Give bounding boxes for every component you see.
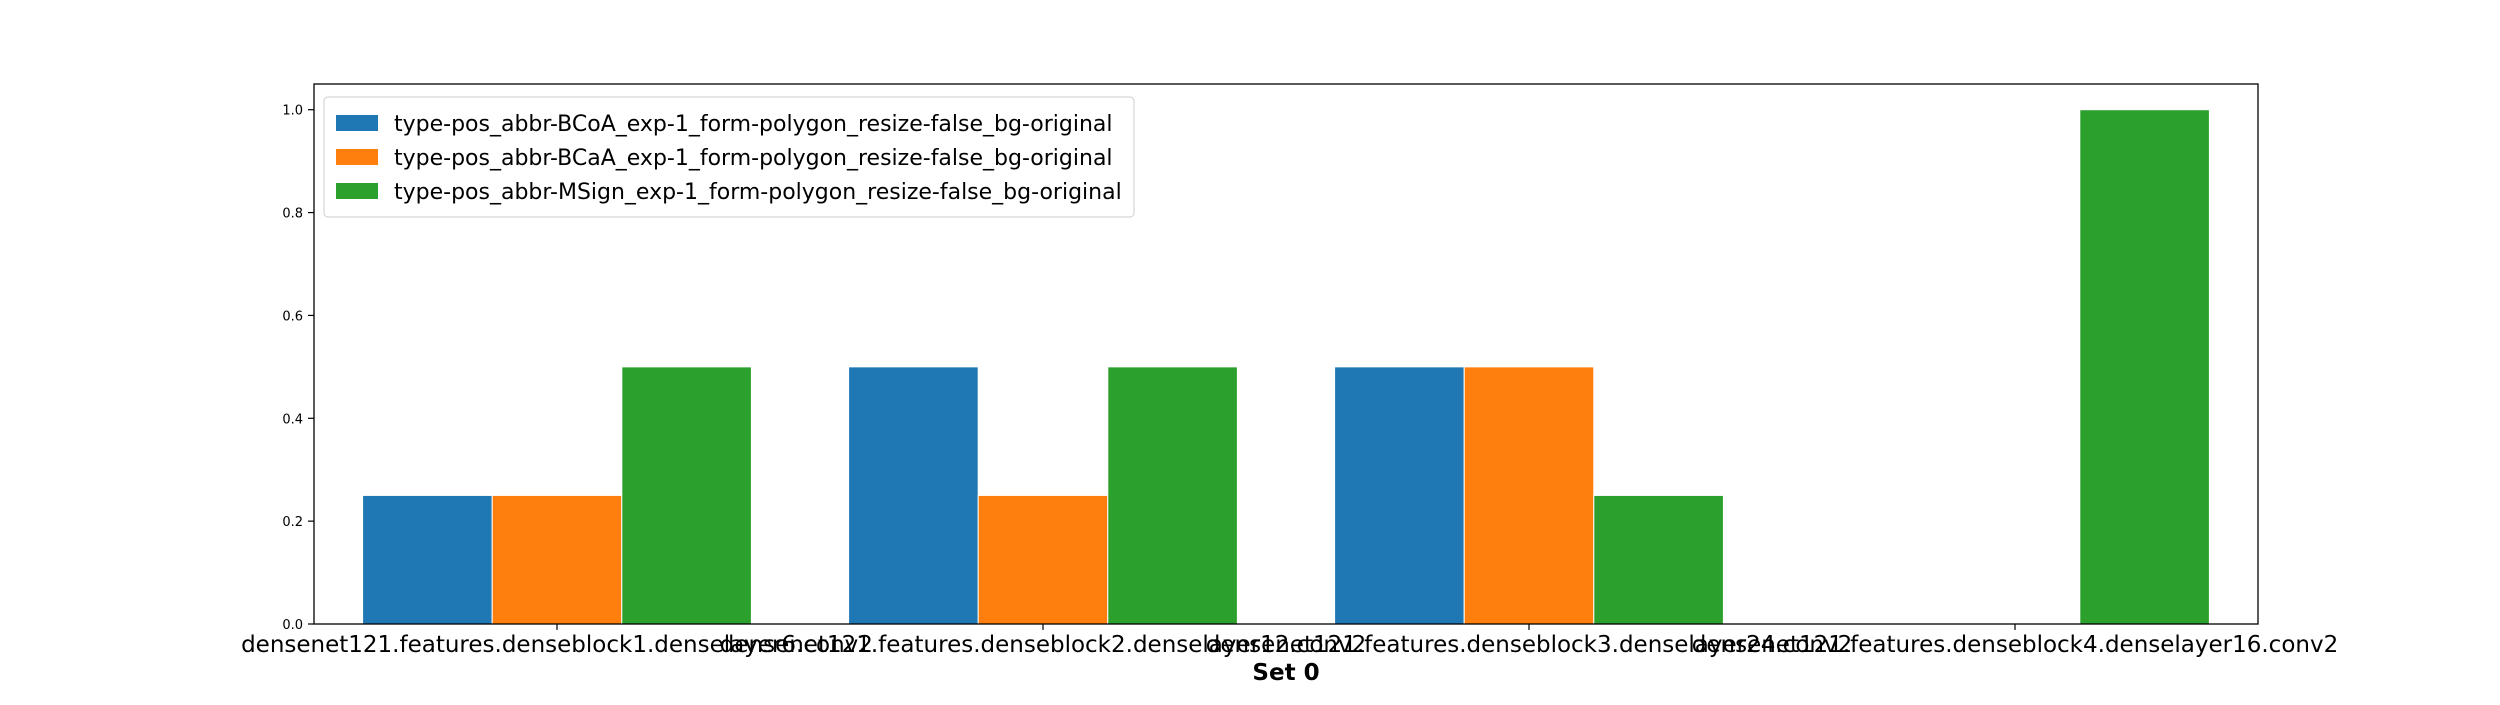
bar-series-3-category-3 [1593,494,1724,625]
bar-series-1-category-2 [848,366,979,625]
y-tick-label: 1.0 [282,104,303,119]
legend-box [323,96,1135,218]
y-tick-label: 0.6 [282,309,303,324]
legend-label: type-pos_abbr-BCoA_exp-1_form-polygon_re… [394,112,1113,137]
bar-series-1-category-1 [362,494,493,625]
bar-series-3-category-2 [1107,366,1238,625]
bar-series-1-category-3 [1334,366,1465,625]
bars-layer [362,109,2210,625]
bar-series-3-category-1 [621,366,752,625]
legend-label: type-pos_abbr-MSign_exp-1_form-polygon_r… [394,180,1122,205]
bar-series-3-category-4 [2079,109,2210,625]
bar-series-2-category-1 [491,494,623,625]
x-tick-label: densenet121.features.denseblock1.densela… [241,632,873,658]
legend-swatch [336,115,378,131]
y-tick-label: 0.8 [282,207,303,222]
bar-series-2-category-2 [977,494,1109,625]
legend-swatch [336,183,378,199]
x-axis: densenet121.features.denseblock1.densela… [241,624,2338,658]
y-tick-label: 0.2 [282,515,303,530]
y-tick-label: 0.0 [282,618,303,633]
y-tick-label: 0.4 [282,412,303,427]
x-tick-label: densenet121.features.denseblock4.densela… [1692,632,2338,658]
y-axis: 0.0 0.2 0.4 0.6 0.8 1.0 [282,104,314,633]
x-tick-label: densenet121.features.denseblock3.densela… [1206,632,1852,658]
legend-label: type-pos_abbr-BCaA_exp-1_form-polygon_re… [394,146,1113,171]
x-tick-label: densenet121.features.denseblock2.densela… [720,632,1366,658]
plot-frame [313,83,2259,625]
legend-swatch [336,149,378,165]
bar-series-2-category-3 [1463,366,1595,625]
legend: type-pos_abbr-BCoA_exp-1_form-polygon_re… [323,96,1135,218]
x-axis-label: Set 0 [1252,660,1319,686]
